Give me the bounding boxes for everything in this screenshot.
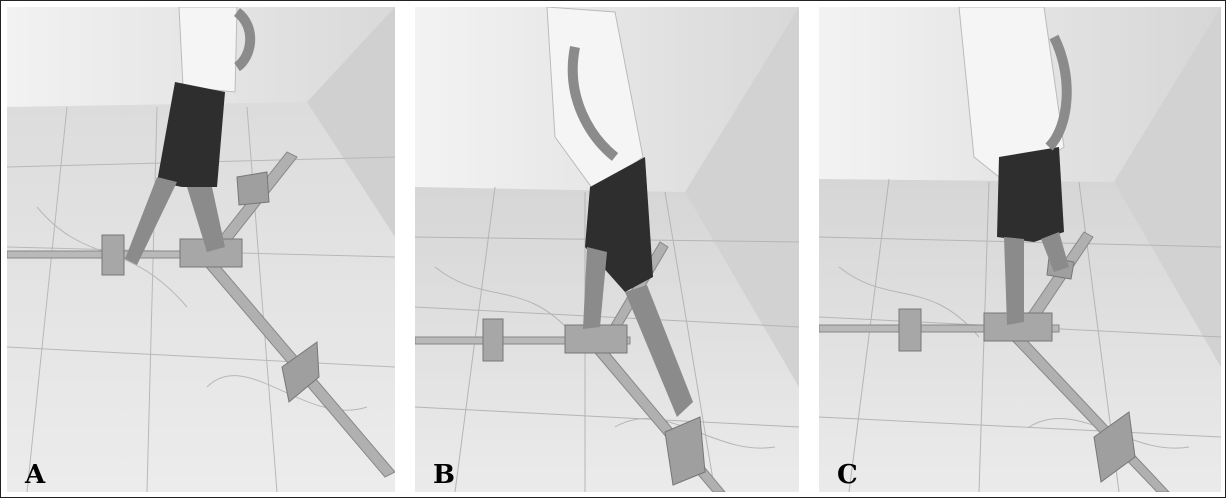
panel-c-label: C (837, 460, 858, 490)
panel-a-photo (7, 7, 395, 492)
panel-b: B (415, 7, 799, 492)
panel-c-photo (819, 7, 1221, 492)
panel-a: A (7, 7, 395, 492)
panel-c: C (819, 7, 1221, 492)
panel-b-photo (415, 7, 799, 492)
panel-a-label: A (25, 460, 46, 490)
panel-b-label: B (433, 460, 455, 490)
